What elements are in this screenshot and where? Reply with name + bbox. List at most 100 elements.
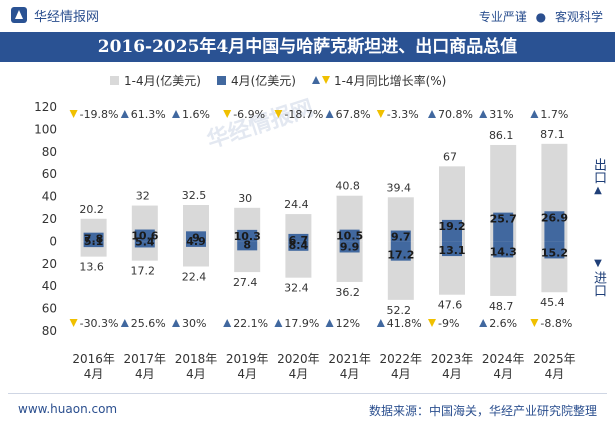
export-side-text: 出口 (591, 158, 606, 184)
y-tick-label: 120 (34, 100, 57, 114)
growth-label-import: 12% (336, 317, 360, 330)
x-tick-label: 2024年 4月 (482, 352, 525, 381)
bar-import-month (288, 241, 309, 251)
bar-export-month (390, 230, 411, 242)
growth-down-icon (69, 319, 78, 327)
growth-label-export: 1.7% (540, 108, 568, 121)
bar-import-month (493, 241, 514, 258)
label-export-ytd: 87.1 (540, 128, 565, 141)
x-tick-label: 2025年 4月 (533, 352, 576, 381)
label-export-month: 26.9 (541, 211, 568, 224)
growth-up-icon (120, 110, 129, 118)
label-import-month: 4.9 (186, 235, 206, 248)
x-tick-label: 2020年 4月 (277, 352, 320, 381)
title-bar: 2016-2025年4月中国与哈萨克斯坦进、出口商品总值 (0, 32, 615, 62)
legend-item-month: 4月(亿美元) (216, 72, 296, 89)
label-import-ytd: 45.4 (540, 296, 565, 309)
label-import-ytd: 36.2 (335, 286, 360, 299)
label-export-ytd: 32.5 (182, 189, 207, 202)
bar-import-month (390, 241, 411, 261)
label-import-month: 8.4 (289, 239, 309, 252)
growth-up-icon (530, 110, 539, 118)
x-tick-label: 2019年 4月 (226, 352, 269, 381)
label-export-ytd: 40.8 (335, 180, 360, 193)
label-export-ytd: 39.4 (387, 181, 412, 194)
bar-export-month (442, 219, 462, 242)
label-export-month: 9.7 (391, 231, 411, 244)
label-export-month: 10.5 (336, 230, 363, 243)
watermark: 华经情报网 (204, 95, 317, 154)
bar-export-month (83, 232, 104, 242)
label-export-ytd: 67 (443, 150, 457, 163)
growth-up-icon (479, 110, 488, 118)
y-tick-label: 20 (42, 257, 57, 271)
bar-import-month (544, 241, 565, 259)
y-tick-label: 80 (42, 145, 57, 159)
y-tick-label: 40 (42, 190, 57, 204)
bar-import-month (237, 241, 258, 251)
label-import-month: 14.3 (490, 245, 517, 258)
tagline-right: 客观科学 (554, 10, 603, 24)
tagline: 专业严谨 ● 客观科学 (479, 8, 603, 25)
y-tick-label: 40 (42, 279, 57, 293)
label-export-ytd: 20.2 (79, 203, 104, 216)
label-export-month: 6.7 (289, 234, 309, 247)
label-import-month: 13.1 (438, 244, 465, 257)
y-tick-label: 60 (42, 302, 57, 316)
bar-export-month (339, 229, 360, 242)
footer-divider (8, 393, 607, 394)
label-export-month: 25.7 (490, 213, 517, 226)
growth-up-icon (120, 319, 129, 327)
bar-export-month (544, 211, 565, 242)
y-tick-label: 60 (42, 167, 57, 181)
logo-icon (11, 7, 27, 23)
label-import-month: 9.9 (340, 240, 360, 253)
bar-import-month (186, 241, 206, 247)
label-export-ytd: 30 (238, 192, 252, 205)
legend-item-ytd: 1-4月(亿美元) (110, 72, 201, 89)
label-import-ytd: 13.6 (79, 261, 104, 274)
growth-down-icon (530, 319, 539, 327)
growth-down-icon (274, 110, 283, 118)
growth-label-export: 61.3% (131, 108, 166, 121)
label-export-ytd: 24.4 (284, 198, 309, 211)
growth-label-export: 67.8% (336, 108, 371, 121)
growth-label-export: 1.6% (182, 108, 210, 121)
y-tick-label: 0 (49, 234, 57, 248)
legend-label-ytd: 1-4月(亿美元) (124, 73, 201, 88)
bar-import-month (339, 241, 360, 253)
tagline-separator: ● (535, 10, 547, 24)
legend-label-growth: 1-4月同比增长率(%) (333, 73, 447, 88)
legend-swatch-month (216, 75, 226, 85)
x-tick-label: 2016年 4月 (72, 352, 115, 381)
label-import-ytd: 22.4 (182, 270, 207, 283)
bar-export-month (237, 229, 258, 242)
import-side-text: 进口 (591, 271, 606, 297)
export-side-label: 出口 ▲ (588, 158, 608, 198)
label-import-month: 17.2 (387, 249, 414, 262)
y-tick-label: 100 (34, 122, 57, 136)
chart-title: 2016-2025年4月中国与哈萨克斯坦进、出口商品总值 (97, 37, 518, 57)
growth-label-export: 31% (489, 108, 513, 121)
brand: 华经情报网 (10, 6, 100, 25)
label-export-ytd: 86.1 (489, 129, 514, 142)
label-export-ytd: 32 (136, 190, 150, 203)
label-import-ytd: 52.2 (387, 304, 412, 317)
growth-label-export: -6.9% (233, 108, 265, 121)
x-tick-label: 2021年 4月 (328, 352, 371, 381)
growth-down-icon (376, 110, 385, 118)
growth-label-import: 22.1% (233, 317, 268, 330)
label-import-ytd: 32.4 (284, 282, 309, 295)
growth-up-icon (274, 319, 283, 327)
import-side-label: ▼ 进口 (588, 257, 608, 297)
growth-label-import: 41.8% (387, 317, 422, 330)
growth-up-icon (479, 319, 488, 327)
brand-name: 华经情报网 (34, 9, 100, 25)
legend-item-growth: 1-4月同比增长率(%) (311, 72, 447, 89)
label-import-month: 15.2 (541, 246, 568, 259)
footer-website: www.huaon.com (18, 402, 118, 416)
growth-label-import: -9% (438, 317, 459, 330)
bar-import-month (134, 241, 155, 248)
growth-up-icon (376, 319, 385, 327)
bar-export-month (186, 231, 206, 242)
